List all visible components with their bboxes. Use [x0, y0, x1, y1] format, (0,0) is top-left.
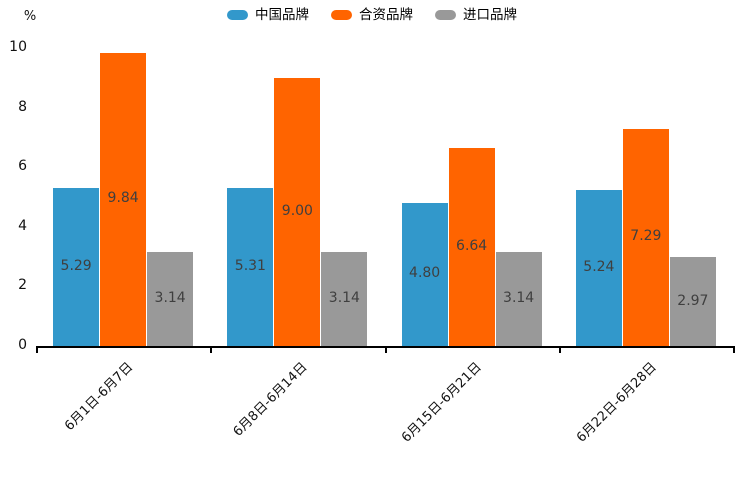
- y-tick-label: 8: [18, 98, 27, 115]
- x-axis-tick: [558, 348, 561, 353]
- x-category-label: 6月8日-6月14日: [230, 359, 311, 440]
- bar-series1-group0: [100, 52, 147, 346]
- bar-series1-group3: [622, 128, 669, 346]
- x-axis-tick: [384, 348, 387, 353]
- x-category-label: 6月22日-6月28日: [573, 359, 660, 446]
- bar-value-label: 7.29: [630, 228, 662, 245]
- bar-value-label: 3.14: [328, 290, 360, 307]
- bar-series2-group0: [147, 252, 194, 346]
- bar-value-label: 5.29: [60, 258, 92, 275]
- x-axis-tick: [36, 348, 38, 353]
- x-category-label: 6月15日-6月21日: [399, 359, 486, 446]
- bar-value-label: 9.00: [281, 202, 313, 219]
- x-axis-tick: [210, 348, 213, 353]
- y-axis-unit-label: %: [23, 9, 37, 24]
- bar-series0-group1: [227, 187, 274, 346]
- bar-series2-group2: [495, 252, 542, 346]
- bar-series0-group3: [575, 189, 622, 346]
- x-axis-line: [36, 346, 735, 348]
- bar-value-label: 5.24: [583, 258, 615, 275]
- legend-label: 中国品牌: [255, 7, 309, 23]
- y-tick-label: 2: [18, 277, 27, 294]
- y-tick-label: 4: [18, 217, 27, 234]
- legend-item-1: 合资品牌: [331, 7, 413, 23]
- bar-value-label: 3.14: [154, 290, 186, 307]
- legend-swatch-icon: [331, 10, 352, 20]
- legend-label: 合资品牌: [359, 7, 413, 23]
- y-tick-label: 0: [18, 337, 27, 353]
- x-axis-tick: [733, 348, 735, 353]
- bar-series2-group1: [321, 252, 368, 346]
- bar-value-label: 5.31: [234, 257, 266, 274]
- x-category-label: 6月1日-6月7日: [62, 359, 137, 434]
- bar-value-label: 3.14: [503, 290, 535, 307]
- legend-label: 进口品牌: [463, 7, 517, 23]
- chart-legend: 中国品牌 合资品牌 进口品牌: [0, 7, 744, 23]
- y-tick-label: 6: [18, 158, 27, 175]
- bar-series2-group3: [669, 257, 716, 346]
- legend-swatch-icon: [227, 10, 248, 20]
- legend-item-2: 进口品牌: [435, 7, 517, 23]
- bar-value-label: 6.64: [456, 238, 488, 255]
- bar-value-label: 9.84: [107, 190, 139, 207]
- y-tick-label: 10: [9, 39, 27, 55]
- bar-series1-group1: [274, 77, 321, 346]
- legend-item-0: 中国品牌: [227, 7, 309, 23]
- legend-swatch-icon: [435, 10, 456, 20]
- bar-series0-group0: [53, 188, 100, 346]
- bar-series0-group2: [401, 202, 448, 346]
- bar-value-label: 2.97: [677, 292, 709, 309]
- bar-value-label: 4.80: [409, 265, 441, 282]
- bar-series1-group2: [448, 148, 495, 346]
